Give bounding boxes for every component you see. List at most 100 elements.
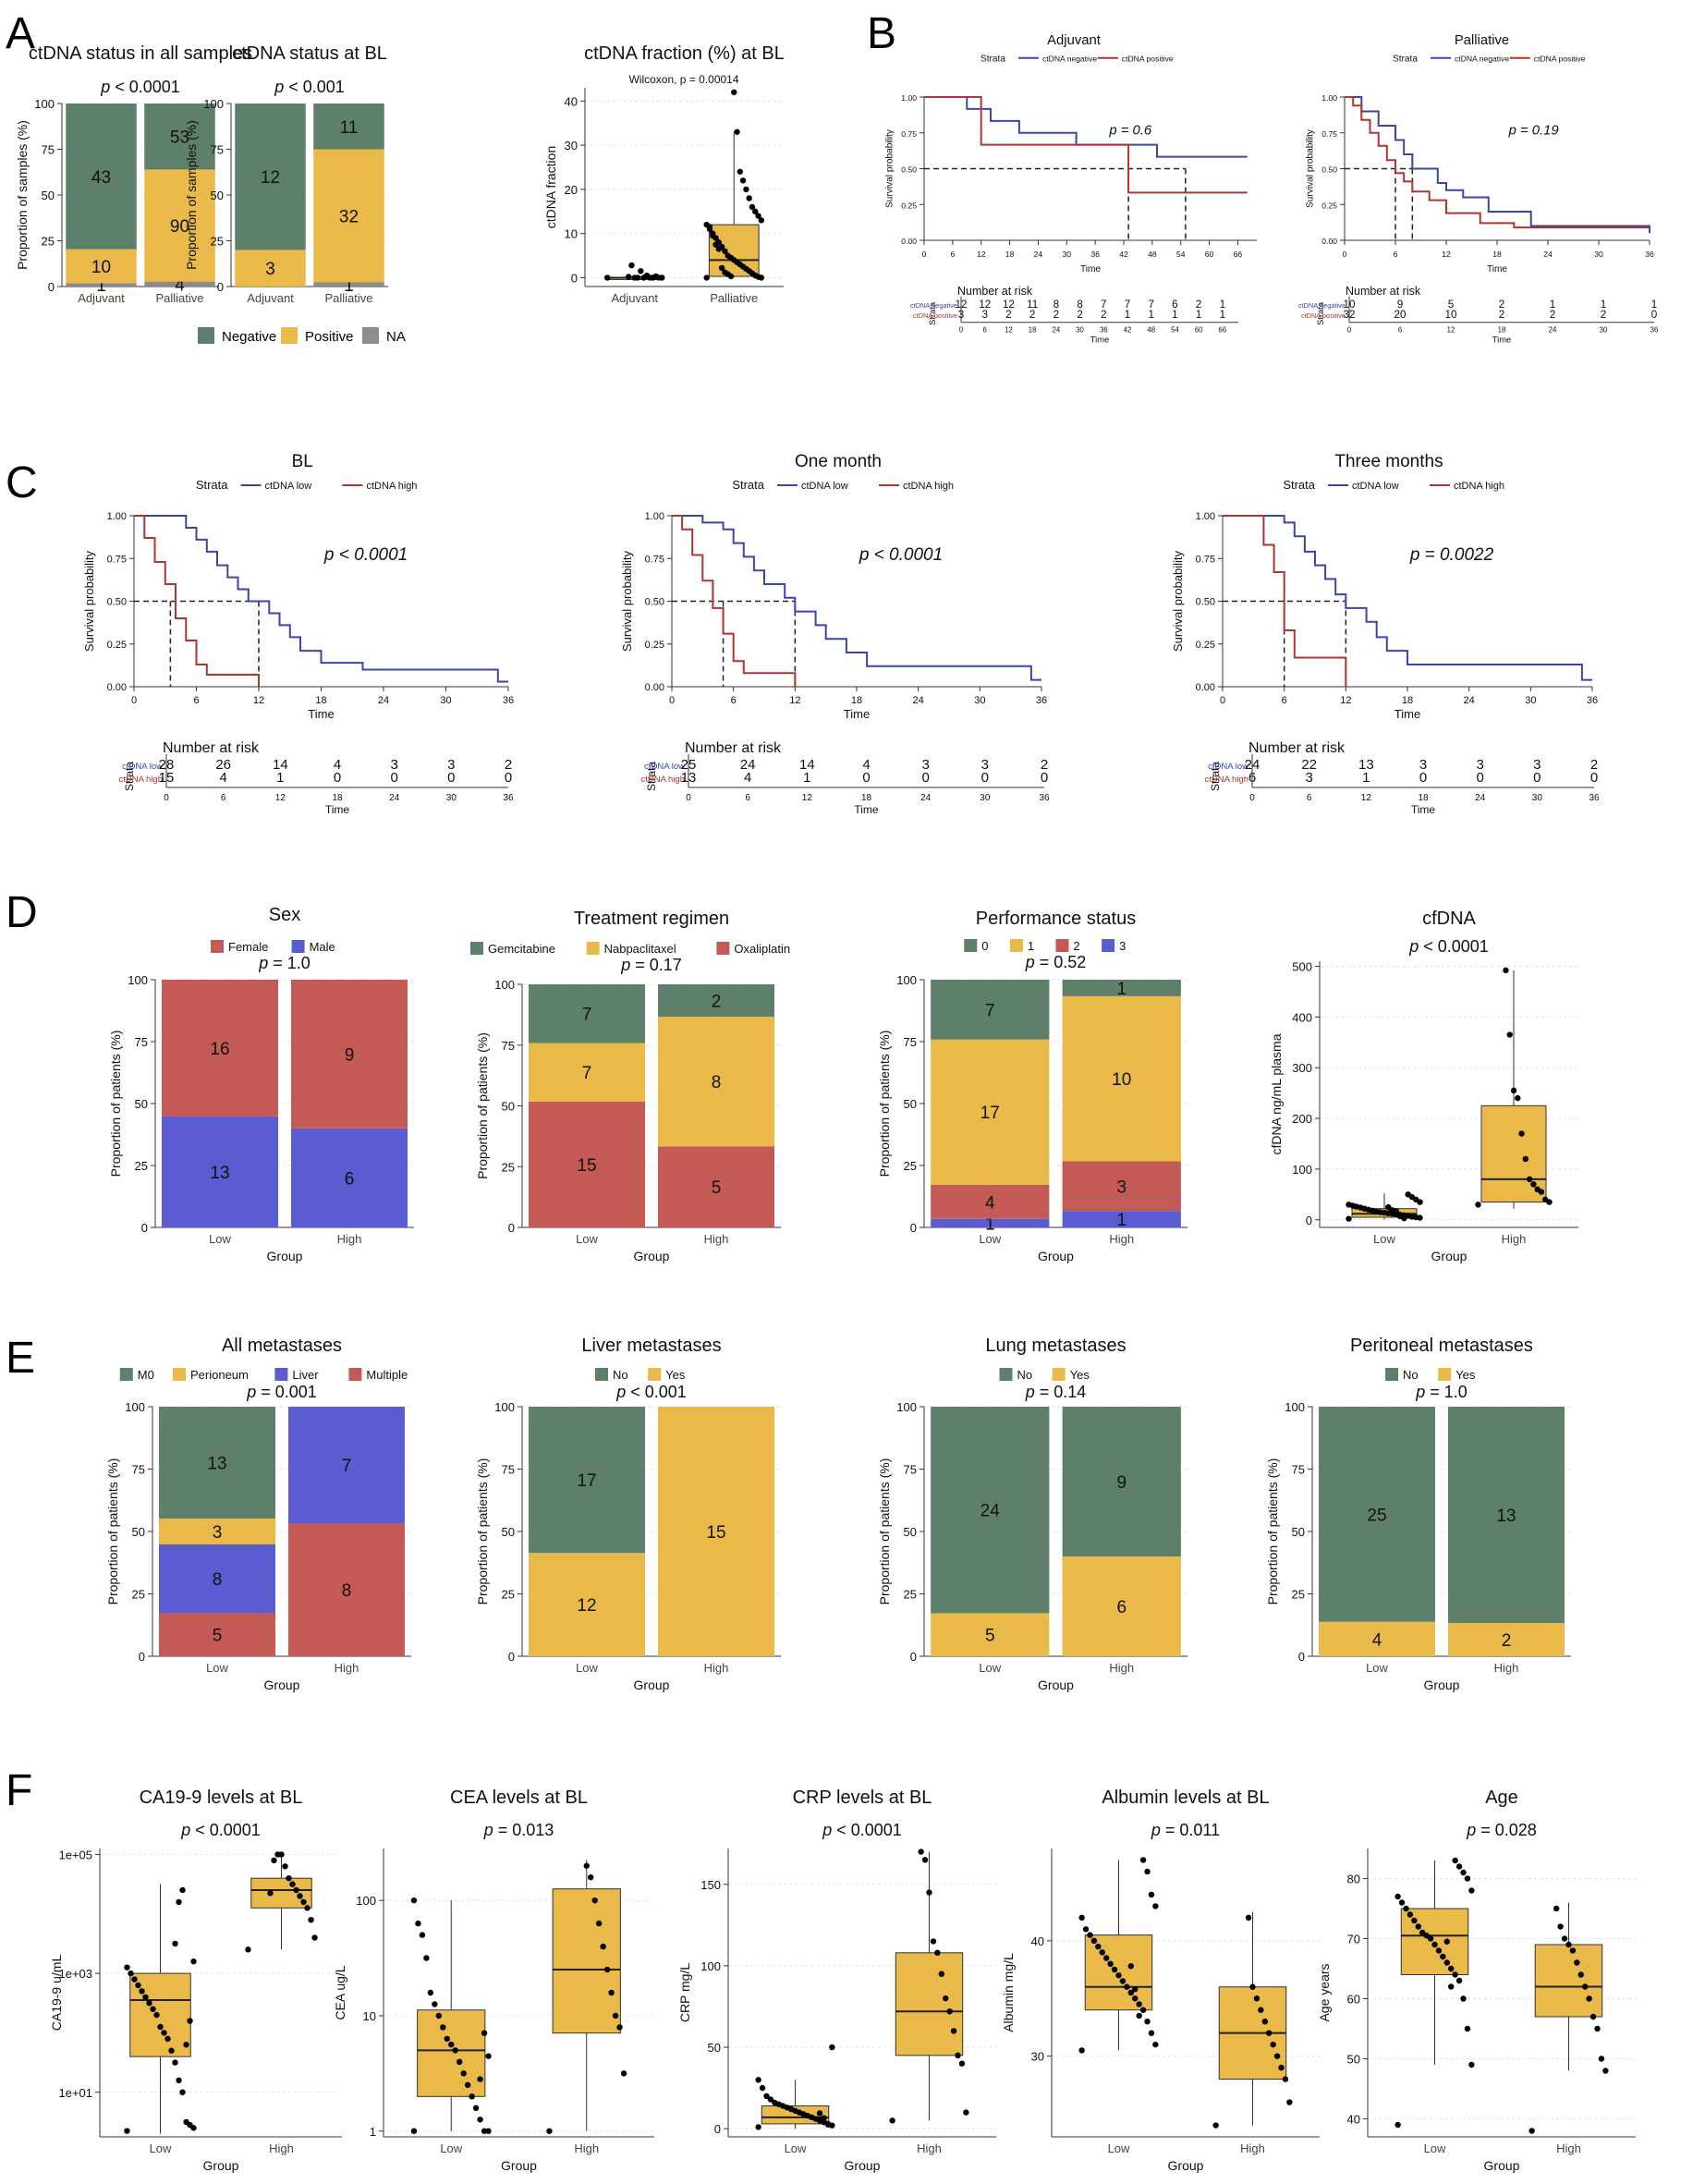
d4-point-1-4 [1534, 1186, 1541, 1193]
b2-ytick-label-0: 0.00 [1321, 237, 1337, 246]
f4-point-0-10 [1115, 1972, 1122, 1979]
b2-risk-strata: Strata [1316, 301, 1325, 325]
a1-bar-label-0-0: 1 [96, 276, 106, 296]
f5-point-0-19 [1394, 1893, 1401, 1900]
d1-xlabel: Group [267, 1249, 303, 1263]
b1-risk-value-1-5: 2 [1077, 309, 1083, 321]
d3-xtick-label-0: Low [979, 1232, 1001, 1246]
d1-ylabel: Proportion of patients (%) [108, 1031, 123, 1177]
a2-bar-label-1-0: 1 [344, 276, 354, 296]
a1-bar-0-2 [66, 104, 137, 250]
d1-xtick-label-1: High [337, 1232, 362, 1246]
f4-point-0-18 [1082, 1926, 1090, 1933]
f5-xtick-label-0: Low [1424, 2141, 1446, 2155]
b1-risk-time-8: 48 [1147, 326, 1155, 335]
f3-pvalue: p < 0.0001 [822, 1821, 902, 1839]
a1-ytick-label-4: 100 [34, 97, 55, 111]
f2-box-0 [417, 2009, 486, 2097]
b1-risk-xlabel: Time [1090, 336, 1109, 345]
f2-point-0-16 [423, 1955, 430, 1961]
e1-legend-swatch-3 [348, 1368, 362, 1381]
f3-ytick-label-0: 0 [714, 2122, 721, 2136]
a2-bar-label-1-1: 32 [339, 208, 359, 227]
a3-point-0-11 [628, 262, 635, 269]
f5-point-0-20 [1468, 1887, 1475, 1894]
c3-ytick-label-3: 0.75 [1196, 554, 1215, 565]
e3-bar-label-1-0: 6 [1116, 1598, 1127, 1617]
d1-pvalue: p = 1.0 [258, 954, 311, 972]
f5-point-0-11 [1427, 1935, 1434, 1942]
b1-risk-value-0-9: 6 [1172, 299, 1178, 311]
d4-point-1-7 [1522, 1155, 1529, 1163]
d3-legend-label-0: 0 [981, 939, 988, 953]
e2-pvalue-italic: p [615, 1383, 626, 1401]
a1-bar-1-0 [144, 281, 215, 287]
d4-xtick-label-0: Low [1373, 1232, 1395, 1246]
e1-ytick-label-3: 75 [132, 1463, 145, 1477]
a1-bar-label-0-1: 10 [91, 258, 111, 277]
f5-point-1-11 [1561, 1935, 1568, 1942]
f2-pvalue-rest: = 0.013 [493, 1821, 554, 1839]
f4-point-0-1 [1152, 2041, 1159, 2048]
d4-point-1-9 [1515, 1094, 1521, 1102]
b2-risk-value-0-4: 1 [1550, 299, 1556, 311]
c3-legend-label-1: ctDNA high [1454, 481, 1504, 492]
d4-point-1-5 [1530, 1181, 1537, 1188]
f5-ytick-label-3: 70 [1347, 1933, 1360, 1946]
b1-risk-time-4: 24 [1053, 326, 1061, 335]
b1-xtick-label-11: 66 [1234, 250, 1243, 259]
d4-ytick-label-4: 400 [1292, 1010, 1312, 1024]
d2-bar-1-1 [658, 1017, 774, 1147]
f1-point-0-0 [124, 2128, 130, 2134]
b1-risk-value-0-7: 7 [1125, 299, 1131, 311]
c2-risk-value-1-6: 0 [1041, 770, 1048, 786]
d2-legend-label-2: Oxaliplatin [734, 942, 790, 956]
f3-xtick-label-0: Low [785, 2141, 807, 2155]
a2-bar-1-1 [313, 149, 384, 283]
c1-risk-time-4: 24 [389, 793, 400, 803]
f3-ytick-label-2: 100 [700, 1959, 721, 1973]
c1-risk-value-0-3: 4 [334, 757, 341, 773]
a3-point-1-0 [703, 275, 710, 281]
b2-risk-row-name-0: ctDNA negative [1298, 301, 1346, 310]
a3-point-1-27 [737, 168, 744, 175]
f2-point-0-18 [415, 1920, 421, 1927]
f1-xtick-label-0: Low [150, 2141, 172, 2155]
d2-bar-1-0 [658, 1146, 774, 1227]
d3-legend-swatch-1 [1009, 939, 1023, 952]
c2-xtick-label-2: 12 [789, 695, 800, 706]
c1-risk-time-5: 30 [446, 793, 457, 803]
f1-point-0-4 [179, 2089, 186, 2095]
f1-point-0-20 [190, 1958, 197, 1965]
panel-labels: A B C D E F [6, 9, 896, 1815]
f1-point-0-25 [172, 1940, 178, 1947]
e4-bar-label-0-1: 25 [1367, 1506, 1386, 1525]
c3-xtick-label-3: 18 [1402, 695, 1413, 706]
b1-legend-label-0: ctDNA negative [1042, 55, 1097, 64]
f4-point-1-7 [1261, 2019, 1268, 2025]
e4-bar-0-1 [1319, 1407, 1435, 1622]
b1-ytick-label-1: 0.25 [901, 201, 917, 210]
b2-xtick-label-0: 0 [1343, 250, 1347, 259]
b1-risk-value-1-1: 3 [981, 309, 988, 321]
b2-pvalue-italic: p [1508, 123, 1516, 138]
c3-pvalue-rest: = 0.0022 [1419, 545, 1493, 565]
d3-bar-0-1 [931, 1184, 1050, 1219]
f1-point-1-4 [300, 1898, 307, 1906]
f5-point-0-4 [1455, 1977, 1463, 1984]
c2-xtick-label-0: 0 [669, 695, 675, 706]
f4-ylabel: Albumin mg/L [1001, 1953, 1016, 2032]
b1-risk-time-10: 60 [1195, 326, 1203, 335]
c1-risk-value-0-2: 14 [273, 757, 288, 773]
legend-a-label-na: NA [386, 329, 406, 345]
d2-ytick-label-2: 50 [502, 1100, 515, 1114]
e3-title: Lung metastases [985, 1336, 1126, 1356]
b1-risk-strata: Strata [928, 301, 937, 325]
b1-xtick-label-3: 18 [1005, 250, 1015, 259]
f5-point-0-16 [1407, 1911, 1414, 1918]
c3-xtick-label-1: 6 [1282, 695, 1287, 706]
f2-point-1-0 [546, 2128, 553, 2134]
f5-point-1-8 [1574, 1959, 1580, 1966]
a3-ytick-label-4: 40 [565, 94, 578, 108]
b2-xlabel: Time [1487, 264, 1507, 275]
